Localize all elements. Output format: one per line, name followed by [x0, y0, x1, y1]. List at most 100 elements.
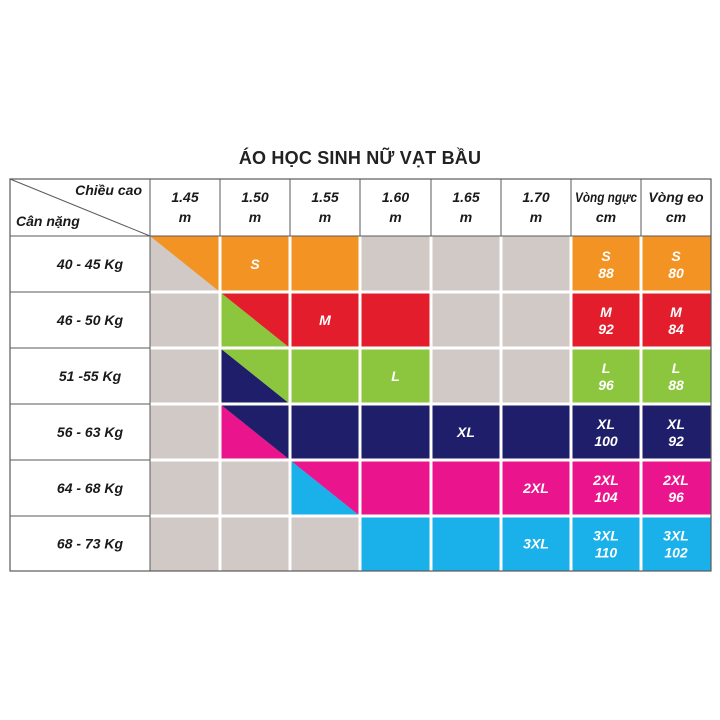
waist-cell	[641, 516, 711, 571]
size-cell	[150, 292, 220, 348]
bust-cell	[571, 404, 641, 460]
height-header-value: 1.55	[311, 189, 338, 205]
height-header-value: 1.50	[241, 189, 268, 205]
height-header-unit: m	[249, 209, 261, 225]
size-cell	[431, 404, 501, 460]
bust-cell	[571, 236, 641, 292]
bust-size-label: 3XL	[593, 528, 619, 544]
waist-cell	[641, 292, 711, 348]
waist-size-label: S	[671, 248, 681, 264]
cell-diag-upper	[220, 404, 290, 460]
waist-cell	[641, 348, 711, 404]
size-label: XL	[456, 424, 475, 440]
size-label: L	[391, 368, 400, 384]
waist-cell	[641, 460, 711, 516]
size-cell	[290, 348, 360, 404]
height-header-value: 1.70	[522, 189, 549, 205]
height-header-value: 1.45	[171, 189, 198, 205]
waist-size-label: M	[670, 304, 682, 320]
size-cell	[220, 516, 290, 571]
size-cell	[360, 348, 431, 404]
bust-cell	[571, 460, 641, 516]
size-label: S	[250, 256, 260, 272]
size-cell	[220, 460, 290, 516]
bust-size-label: 2XL	[592, 472, 619, 488]
waist-size-label: 3XL	[663, 528, 689, 544]
chart-title: ÁO HỌC SINH NỮ VẠT BẦU	[238, 148, 482, 168]
size-cell	[501, 236, 571, 292]
size-cell	[290, 292, 360, 348]
size-cell	[501, 292, 571, 348]
size-cell	[431, 460, 501, 516]
bust-size-label: S	[601, 248, 611, 264]
size-cell	[501, 348, 571, 404]
size-cell	[501, 460, 571, 516]
waist-value: 88	[668, 377, 684, 393]
weight-label: 40 - 45 Kg	[56, 256, 124, 272]
height-header-unit: m	[319, 209, 331, 225]
waist-value: 102	[664, 545, 688, 561]
bust-value: 88	[598, 265, 614, 281]
size-cell	[290, 516, 360, 571]
bust-size-label: M	[600, 304, 612, 320]
cell-diag-upper	[220, 348, 290, 404]
size-cell	[360, 292, 431, 348]
size-cell	[150, 404, 220, 460]
weight-label: 68 - 73 Kg	[57, 536, 124, 552]
height-header-unit: m	[530, 209, 542, 225]
size-cell	[150, 460, 220, 516]
size-cell	[360, 404, 431, 460]
waist-size-label: XL	[666, 416, 685, 432]
size-cell	[431, 236, 501, 292]
size-label: M	[319, 312, 331, 328]
measure-header-unit: cm	[666, 209, 686, 225]
size-cell	[431, 348, 501, 404]
size-label: 2XL	[522, 480, 549, 496]
height-header-value: 1.65	[452, 189, 479, 205]
bust-cell	[571, 292, 641, 348]
bust-header: Vòng ngực	[575, 189, 637, 205]
waist-value: 84	[668, 321, 684, 337]
size-cell	[220, 236, 290, 292]
corner-weight-label: Cân nặng	[16, 213, 80, 229]
weight-label: 64 - 68 Kg	[57, 480, 124, 496]
waist-size-label: 2XL	[662, 472, 689, 488]
waist-cell	[641, 404, 711, 460]
size-cell	[431, 292, 501, 348]
size-cell	[501, 404, 571, 460]
height-header-unit: m	[460, 209, 472, 225]
bust-value: 100	[594, 433, 618, 449]
size-cell	[431, 516, 501, 571]
size-label: 3XL	[523, 536, 549, 552]
size-cell	[360, 236, 431, 292]
weight-label: 51 -55 Kg	[59, 368, 122, 384]
height-header-unit: m	[389, 209, 401, 225]
cell-diag-upper	[220, 292, 290, 348]
bust-size-label: XL	[596, 416, 615, 432]
size-cell	[360, 516, 431, 571]
size-cell	[150, 516, 220, 571]
corner-diagonal	[9, 178, 151, 237]
height-header-value: 1.60	[382, 189, 409, 205]
weight-label: 56 - 63 Kg	[57, 424, 124, 440]
corner-height-label: Chiều cao	[75, 182, 142, 198]
grid-lines	[9, 178, 712, 572]
height-header-unit: m	[179, 209, 191, 225]
waist-cell	[641, 236, 711, 292]
cell-diag-upper	[290, 460, 360, 516]
bust-cell	[571, 348, 641, 404]
size-cell	[290, 404, 360, 460]
waist-size-label: L	[672, 360, 681, 376]
waist-value: 80	[668, 265, 684, 281]
bust-value: 92	[598, 321, 614, 337]
table-text: Chiều cao Cân nặng 1.45 m 1.50 m 1.55 m 1.60 m 1.6…	[16, 182, 704, 561]
cell-diag-upper	[150, 236, 220, 292]
measure-header-unit: cm	[596, 209, 616, 225]
waist-value: 96	[668, 489, 684, 505]
bust-cell	[571, 516, 641, 571]
waist-value: 92	[668, 433, 684, 449]
size-cell	[501, 516, 571, 571]
weight-label: 46 - 50 Kg	[56, 312, 124, 328]
size-cell	[360, 460, 431, 516]
